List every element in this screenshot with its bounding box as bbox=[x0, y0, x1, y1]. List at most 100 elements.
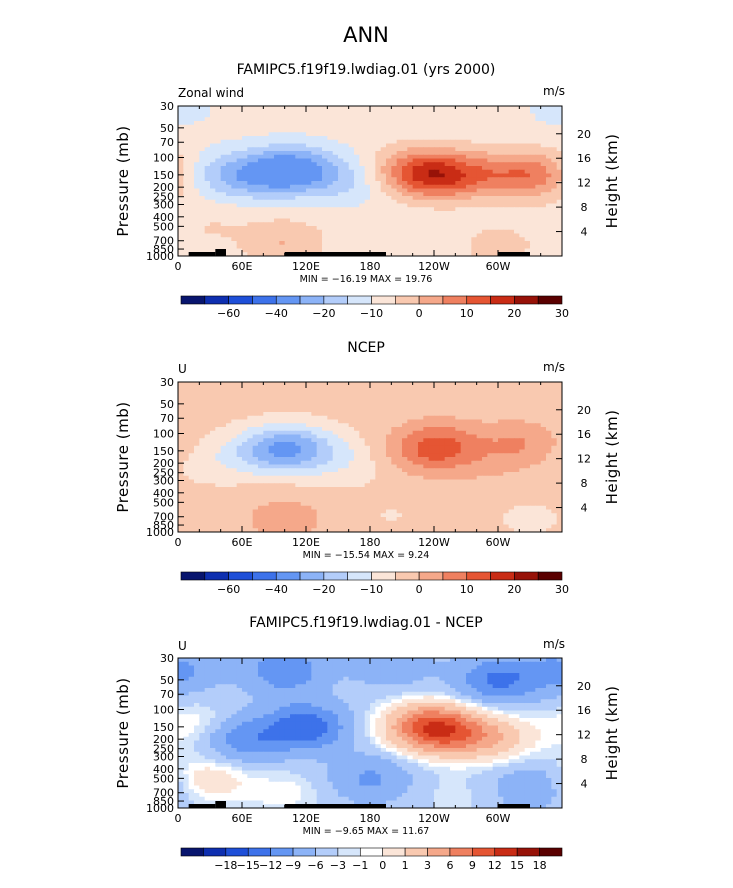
contour-cell bbox=[183, 382, 190, 387]
contour-cell bbox=[460, 468, 467, 473]
contour-cell bbox=[418, 464, 424, 469]
contour-cell bbox=[322, 438, 328, 443]
contour-cell bbox=[524, 106, 531, 111]
contour-cell bbox=[178, 430, 184, 436]
contour-cell bbox=[556, 121, 562, 126]
contour-cell bbox=[508, 109, 515, 115]
contour-cell bbox=[300, 143, 307, 148]
contour-cell bbox=[423, 196, 430, 201]
contour-cell bbox=[258, 434, 264, 439]
contour-cell bbox=[210, 214, 216, 220]
contour-cell bbox=[183, 457, 190, 462]
contour-cell bbox=[540, 199, 547, 205]
contour-cell bbox=[498, 248, 504, 253]
contour-cell bbox=[460, 211, 467, 216]
contour-cell bbox=[380, 226, 387, 231]
contour-cell bbox=[482, 252, 488, 256]
contour-cell bbox=[204, 136, 211, 141]
contour-cell bbox=[412, 188, 419, 193]
contour-cell bbox=[295, 106, 302, 111]
contour-cell bbox=[428, 158, 435, 163]
contour-cell bbox=[535, 199, 542, 205]
contour-cell bbox=[428, 419, 435, 424]
contour-cell bbox=[546, 419, 552, 424]
contour-cell bbox=[434, 241, 440, 246]
contour-cell bbox=[322, 136, 328, 141]
contour-cell bbox=[242, 177, 248, 182]
contour-cell bbox=[535, 408, 542, 413]
contour-cell bbox=[322, 106, 328, 111]
contour-cell bbox=[220, 173, 227, 178]
contour-cell bbox=[412, 479, 419, 484]
contour-cell bbox=[258, 132, 264, 137]
contour-cell bbox=[204, 166, 211, 171]
contour-cell bbox=[274, 113, 280, 118]
contour-cell bbox=[199, 139, 206, 145]
contour-cell bbox=[524, 154, 531, 160]
contour-cell bbox=[434, 423, 440, 428]
contour-cell bbox=[327, 113, 334, 118]
contour-cell bbox=[530, 229, 536, 235]
contour-cell bbox=[492, 218, 499, 223]
contour-cell bbox=[236, 479, 243, 484]
contour-cell bbox=[466, 207, 472, 212]
contour-cell bbox=[434, 404, 440, 409]
contour-cell bbox=[386, 244, 392, 250]
contour-cell bbox=[450, 241, 456, 246]
contour-cell bbox=[476, 166, 483, 171]
contour-cell bbox=[471, 196, 478, 201]
contour-cell bbox=[423, 154, 430, 160]
contour-cell bbox=[188, 166, 195, 171]
contour-cell bbox=[434, 385, 440, 391]
contour-cell bbox=[535, 233, 542, 238]
contour-cell bbox=[236, 158, 243, 163]
contour-cell bbox=[364, 128, 371, 133]
contour-cell bbox=[284, 199, 291, 205]
contour-cell bbox=[439, 151, 446, 156]
contour-cell bbox=[188, 408, 195, 413]
contour-cell bbox=[535, 169, 542, 175]
contour-cell bbox=[439, 166, 446, 171]
contour-cell bbox=[524, 188, 531, 193]
contour-cell bbox=[279, 400, 286, 406]
contour-cell bbox=[220, 211, 227, 216]
contour-cell bbox=[252, 449, 259, 454]
contour-cell bbox=[412, 192, 419, 197]
contour-cell bbox=[492, 475, 499, 481]
contour-cell bbox=[455, 423, 462, 428]
contour-cell bbox=[466, 472, 472, 477]
contour-cell bbox=[540, 382, 547, 387]
contour-cell bbox=[423, 211, 430, 216]
contour-cell bbox=[492, 453, 499, 458]
contour-cell bbox=[476, 442, 483, 447]
contour-cell bbox=[386, 472, 392, 477]
contour-cell bbox=[551, 218, 558, 223]
contour-cell bbox=[300, 423, 307, 428]
contour-cell bbox=[444, 393, 451, 398]
contour-cell bbox=[215, 475, 222, 481]
contour-cell bbox=[231, 132, 238, 137]
contour-cell bbox=[524, 166, 531, 171]
contour-cell bbox=[199, 229, 206, 235]
contour-cell bbox=[199, 464, 206, 469]
contour-cell bbox=[391, 400, 398, 406]
contour-cell bbox=[551, 192, 558, 197]
contour-cell bbox=[439, 453, 446, 458]
contour-cell bbox=[556, 237, 562, 242]
contour-cell bbox=[412, 154, 419, 160]
contour-cell bbox=[231, 385, 238, 391]
contour-cell bbox=[322, 237, 328, 242]
contour-cell bbox=[407, 393, 414, 398]
contour-cell bbox=[498, 113, 504, 118]
contour-cell bbox=[343, 430, 350, 436]
contour-cell bbox=[546, 139, 552, 145]
contour-cell bbox=[423, 151, 430, 156]
contour-cell bbox=[428, 385, 435, 391]
contour-cell bbox=[556, 177, 562, 182]
contour-cell bbox=[402, 132, 408, 137]
contour-cell bbox=[268, 408, 275, 413]
contour-cell bbox=[183, 233, 190, 238]
contour-cell bbox=[546, 143, 552, 148]
contour-cell bbox=[231, 408, 238, 413]
contour-cell bbox=[514, 244, 520, 250]
